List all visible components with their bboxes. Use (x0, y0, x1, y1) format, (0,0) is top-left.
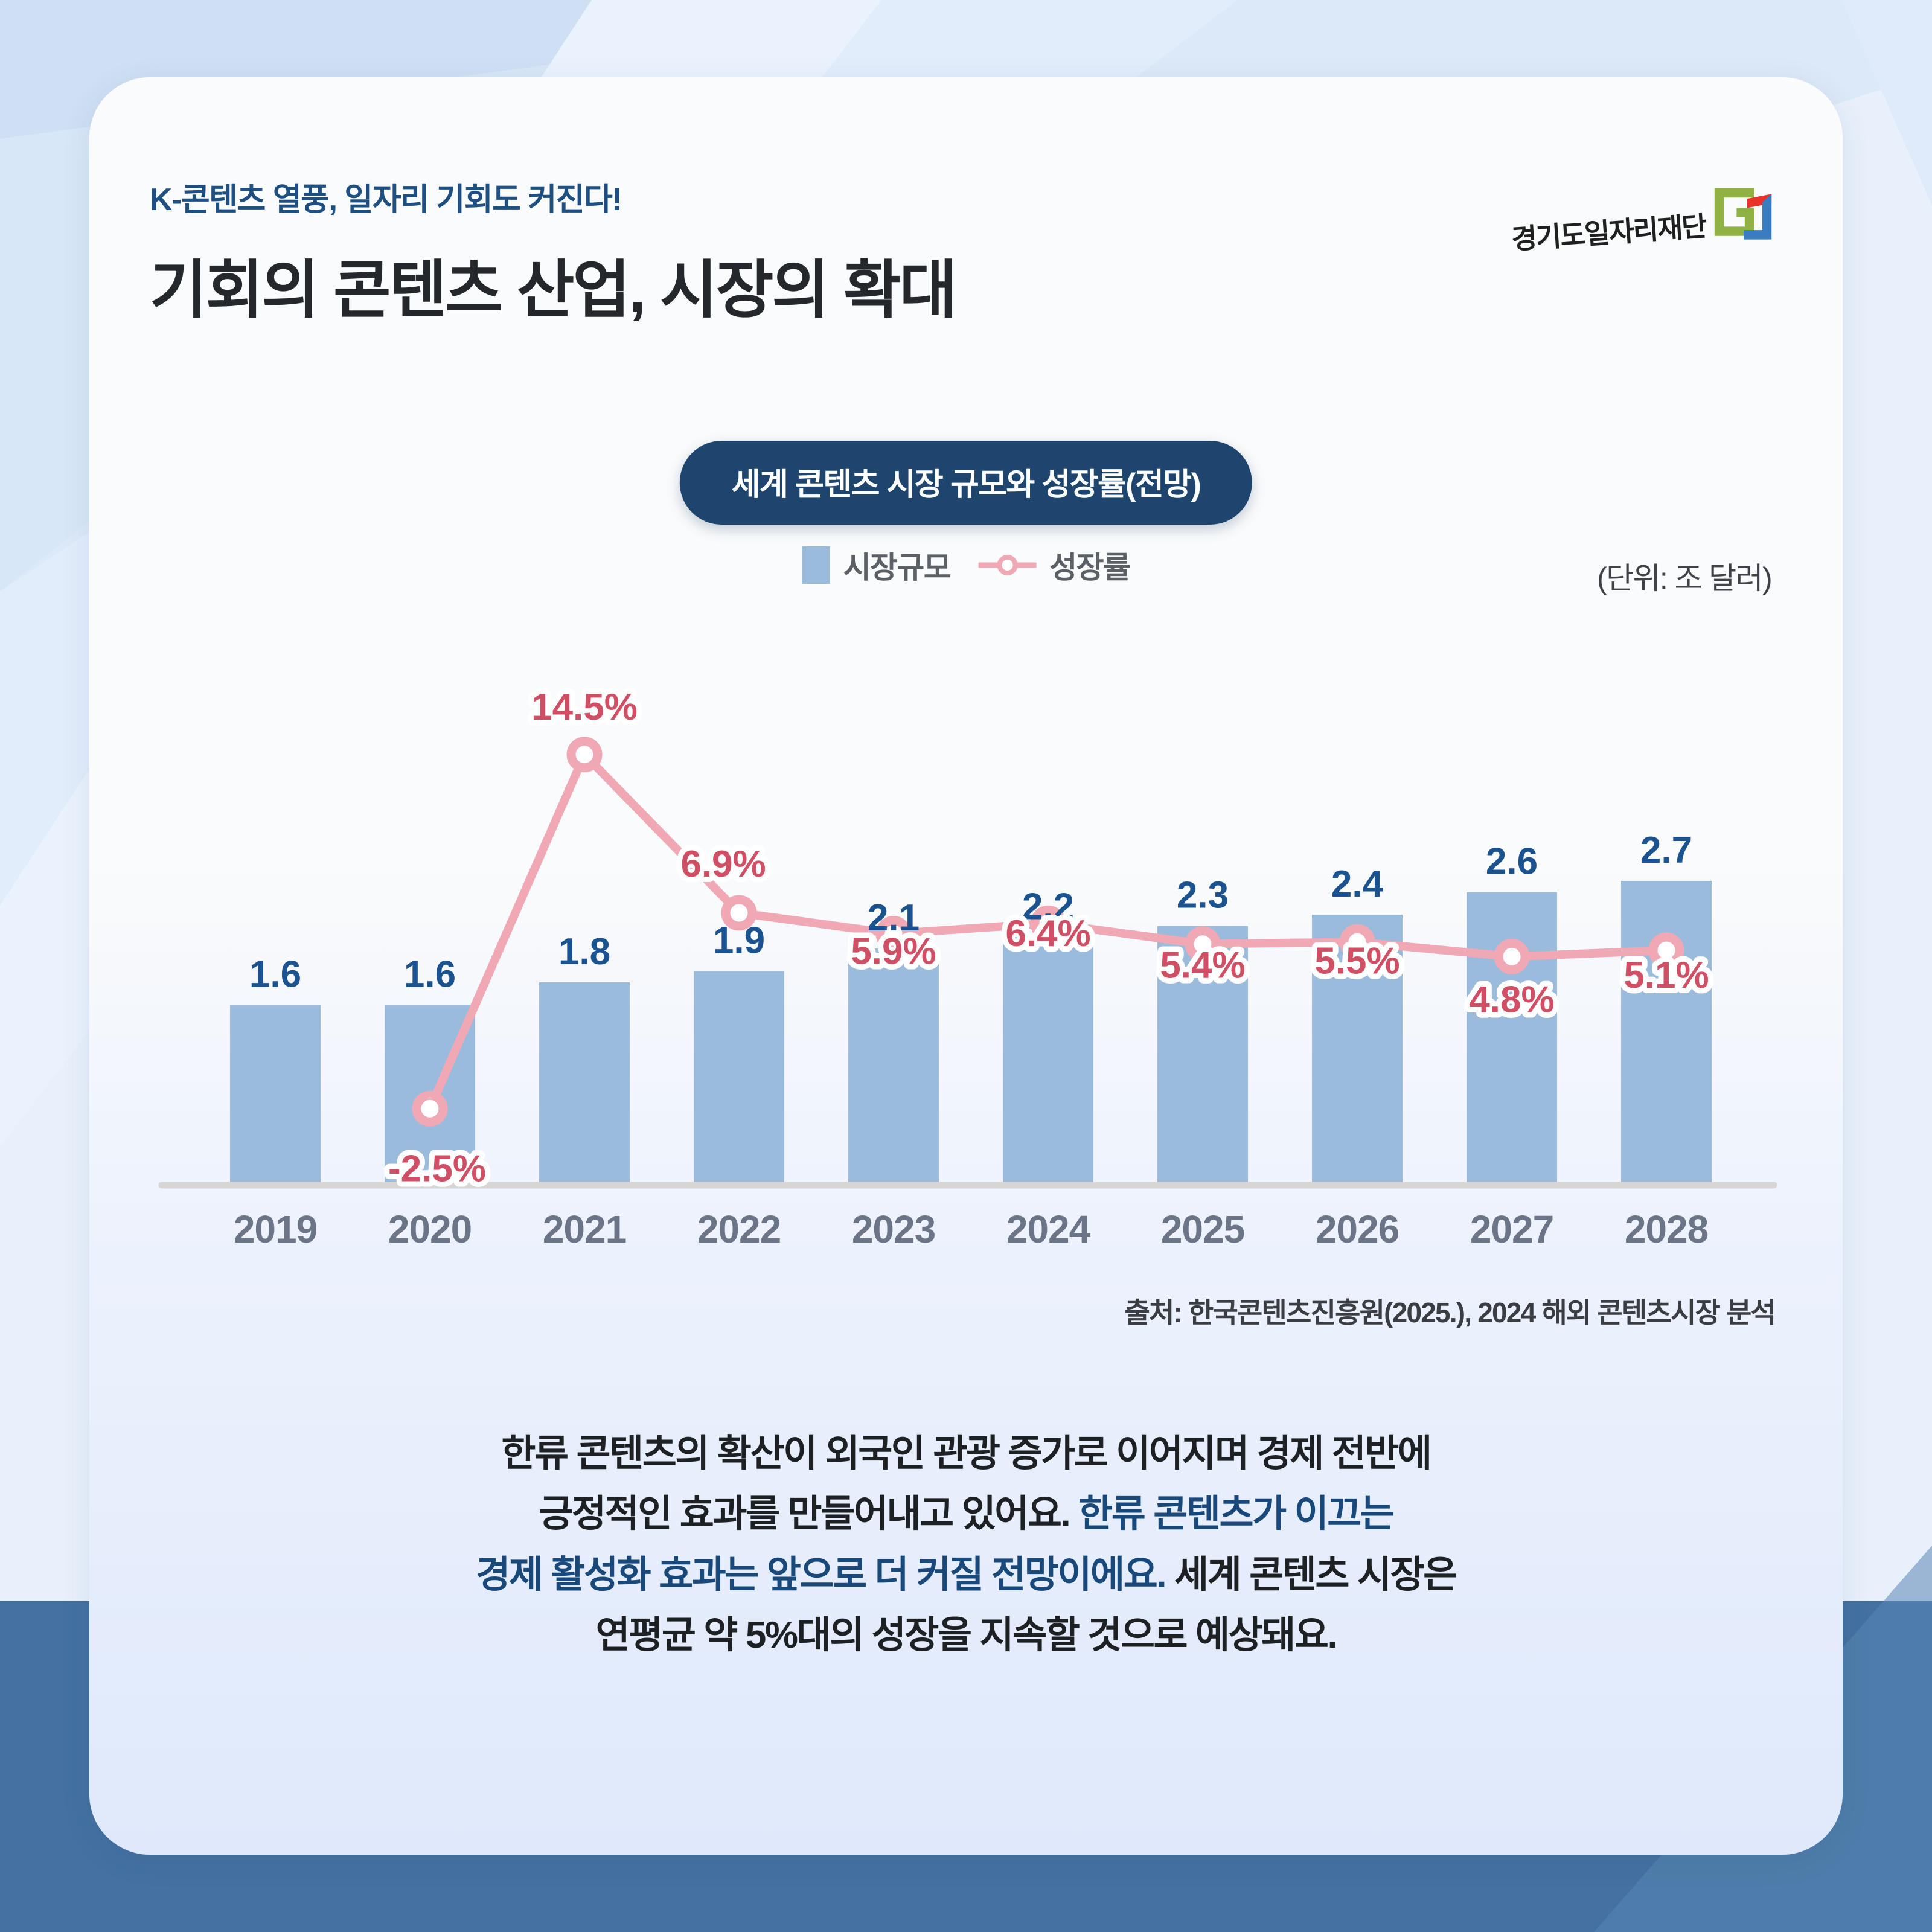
bar-value-label: 2.6 (1486, 841, 1538, 883)
paragraph-line-2: 긍정적인 효과를 만들어내고 있어요. 한류 콘텐츠가 이끄는 (89, 1484, 1843, 1544)
growth-point-marker (721, 895, 757, 931)
bar (848, 948, 939, 1185)
growth-label-halo: 5.9% (851, 930, 936, 972)
x-axis-tick-labels: 2019 2020 2021 2022 2023 2024 2025 2026 2027 2028 (234, 1208, 1709, 1251)
growth-value-label: 5.1% (1623, 955, 1709, 996)
chart-area: 1.6 1.6 1.8 1.9 2.1 2.2 2.3 2.4 2.6 2.7 -2.5% -2.5… (89, 621, 1843, 1261)
kicker-text: K-콘텐츠 열풍, 일자리 기회도 커진다! (150, 182, 622, 217)
bar-value-label: 1.6 (404, 953, 456, 995)
growth-value-label: -2.5% (388, 1148, 486, 1189)
x-axis-label: 2019 (234, 1208, 317, 1251)
x-axis-label: 2023 (852, 1208, 935, 1251)
growth-point-marker (1339, 924, 1375, 960)
growth-label-halo: 4.8% (1469, 979, 1554, 1020)
growth-value-label: 6.9% (680, 843, 766, 885)
bar-swatch-icon (802, 546, 830, 584)
growth-label-halo: 14.5% (531, 686, 638, 728)
paragraph-text: 세계 콘텐츠 시장은 (1165, 1553, 1457, 1596)
bg-corner-top-right (1841, 0, 1932, 205)
bar-value-labels: 1.6 1.6 1.8 1.9 2.1 2.2 2.3 2.4 2.6 2.7 (249, 830, 1692, 995)
growth-value-label: 6.4% (1005, 913, 1090, 955)
growth-value-labels: -2.5%-2.5%14.5%14.5%6.9%6.9%5.9%5.9% 6.4%… (383, 681, 1715, 1195)
chart-legend: 시장규모 성장률 (802, 543, 1131, 587)
legend-label-growth-rate: 성장률 (1049, 551, 1131, 584)
growth-point-marker (1648, 932, 1684, 968)
line-marker-icon (978, 555, 1037, 575)
growth-point-marker (1494, 938, 1530, 974)
bar (1621, 881, 1712, 1185)
chart-source-note: 출처: 한국콘텐츠진흥원(2025.), 2024 해외 콘텐츠시장 분석 (1124, 1297, 1776, 1328)
chart-unit-label: (단위: 조 달러) (1597, 561, 1773, 595)
bar-value-label: 2.3 (1177, 875, 1229, 916)
line-series (412, 737, 1684, 1127)
x-axis-label: 2026 (1316, 1208, 1399, 1251)
growth-value-label: 5.5% (1314, 940, 1399, 982)
bar-value-label: 1.9 (713, 920, 765, 961)
bar-value-label: 2.2 (1022, 886, 1074, 927)
growth-label-halo: 6.4% (1005, 913, 1090, 955)
growth-label-halo: -2.5% (388, 1148, 486, 1189)
legend-item-market-size: 시장규모 (802, 543, 952, 587)
paragraph-line-3: 경제 활성화 효과는 앞으로 더 커질 전망이에요. 세계 콘텐츠 시장은 (89, 1545, 1843, 1605)
x-axis-label: 2025 (1161, 1208, 1244, 1251)
paragraph-text: 긍정적인 효과를 만들어내고 있어요. (539, 1493, 1079, 1535)
bar-value-label: 2.4 (1331, 863, 1384, 905)
bar-value-label: 1.6 (249, 953, 301, 995)
paragraph-highlight: 한류 콘텐츠가 이끄는 (1078, 1493, 1395, 1535)
page-title: 기회의 콘텐츠 산업, 시장의 확대 (150, 255, 957, 325)
growth-label-halo: 5.1% (1623, 955, 1709, 996)
x-axis-label: 2027 (1470, 1208, 1553, 1251)
paragraph-text: 연평균 약 5%대의 성장을 지속할 것으로 예상돼요. (595, 1614, 1338, 1657)
organization-logo: 경기도일자리재단 (1511, 185, 1775, 255)
bar (539, 982, 630, 1185)
x-axis-label: 2024 (1006, 1208, 1091, 1251)
legend-label-market-size: 시장규모 (843, 551, 952, 584)
bar-value-label: 1.8 (558, 931, 610, 973)
bar-series (230, 881, 1712, 1185)
combo-chart: 1.6 1.61.8 1.92.1 2.2 2.3 2.42.6 2.7 -2.5%-2.5… (158, 681, 1777, 1251)
growth-point-marker (1030, 905, 1066, 941)
bar-value-label: 2.1 (868, 897, 920, 939)
bar (1003, 937, 1093, 1185)
legend-item-growth-rate: 성장률 (978, 543, 1131, 587)
logo-wordmark: 경기도일자리재단 (1511, 210, 1707, 255)
growth-value-label: 4.8% (1469, 979, 1554, 1020)
growth-point-marker (412, 1090, 448, 1127)
growth-value-label: 14.5% (531, 686, 638, 728)
growth-value-label: 5.4% (1160, 945, 1245, 987)
x-axis-label: 2022 (697, 1208, 781, 1251)
x-axis-label: 2028 (1625, 1208, 1708, 1251)
paragraph-line-1: 한류 콘텐츠의 확산이 외국인 관광 증가로 이어지며 경제 전반에 (89, 1424, 1843, 1484)
chart-title-badge: 세계 콘텐츠 시장 규모와 성장률(전망) (679, 441, 1253, 525)
content-card: K-콘텐츠 열풍, 일자리 기회도 커진다! 기회의 콘텐츠 산업, 시장의 확… (89, 77, 1843, 1855)
growth-value-label: 5.9% (851, 930, 936, 972)
bar (1467, 892, 1557, 1185)
growth-point-marker (1185, 926, 1221, 962)
paragraph-highlight: 경제 활성화 효과는 앞으로 더 커질 전망이에요. (476, 1553, 1166, 1596)
bar (230, 1005, 321, 1185)
growth-label-halo: 5.4% (1160, 945, 1245, 987)
x-axis-label: 2020 (388, 1208, 472, 1251)
x-axis-label: 2021 (543, 1208, 626, 1251)
paragraph-line-4: 연평균 약 5%대의 성장을 지속할 것으로 예상돼요. (89, 1605, 1843, 1666)
logo-mark-icon (1714, 188, 1772, 240)
bar (1157, 926, 1248, 1185)
header-block: K-콘텐츠 열풍, 일자리 기회도 커진다! 기회의 콘텐츠 산업, 시장의 확… (150, 174, 957, 330)
bar (694, 971, 784, 1185)
bar-value-label: 2.7 (1640, 830, 1692, 871)
paragraph-text: 한류 콘텐츠의 확산이 외국인 관광 증가로 이어지며 경제 전반에 (501, 1433, 1432, 1474)
growth-point-marker (875, 915, 912, 952)
growth-label-halo: 5.5% (1314, 940, 1399, 982)
growth-point-marker (566, 737, 603, 773)
growth-label-halo: 6.9% (680, 843, 766, 885)
